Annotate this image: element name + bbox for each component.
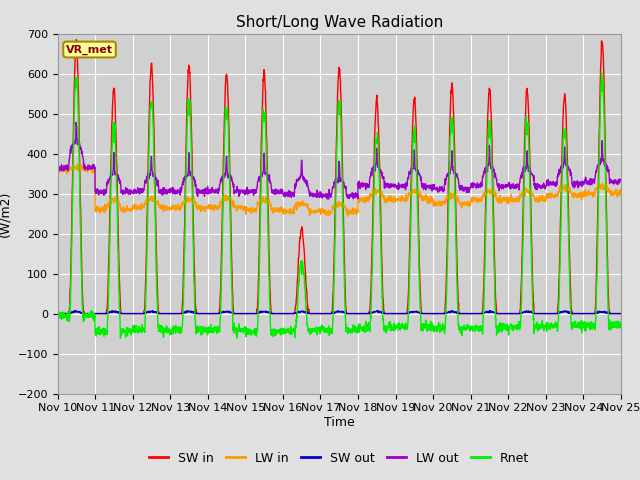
Y-axis label: (W/m2): (W/m2) [0,191,12,237]
Legend: SW in, LW in, SW out, LW out, Rnet: SW in, LW in, SW out, LW out, Rnet [145,447,534,469]
Title: Short/Long Wave Radiation: Short/Long Wave Radiation [236,15,443,30]
Text: VR_met: VR_met [66,44,113,55]
X-axis label: Time: Time [324,416,355,429]
